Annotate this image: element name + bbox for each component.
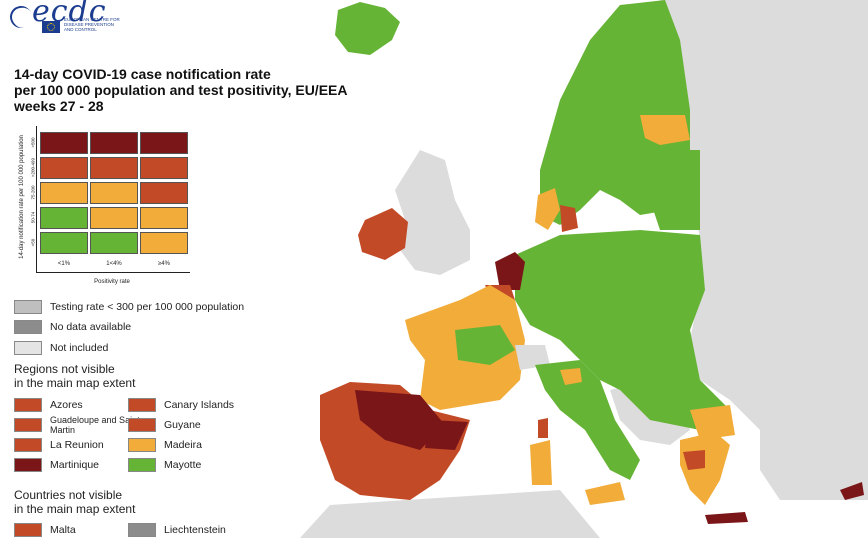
regions-title-line-2: in the main map extent	[14, 376, 136, 390]
legend-label: Canary Islands	[164, 399, 235, 411]
legend-swatch	[128, 438, 156, 452]
matrix-cell	[140, 132, 188, 154]
legend-label: Liechtenstein	[164, 524, 226, 536]
matrix-cell	[140, 207, 188, 229]
region-italy-north	[560, 368, 582, 385]
region-netherlands	[495, 252, 525, 290]
logo-arc-icon	[6, 2, 36, 32]
land-not-included-africa	[300, 490, 600, 538]
land-not-included-east	[660, 0, 868, 480]
region-italy	[535, 360, 640, 480]
matrix-cell	[140, 232, 188, 254]
legend-label: Guyane	[164, 419, 201, 431]
region-sardinia	[530, 440, 552, 485]
region-finland-south	[640, 115, 690, 145]
legend-swatch	[14, 438, 42, 452]
legend-label: Malta	[50, 524, 76, 536]
legend-swatch	[14, 341, 42, 355]
matrix-row-label: <50	[30, 238, 36, 247]
legend-swatch	[14, 418, 42, 432]
region-switzerland	[515, 345, 550, 370]
regions-section-title: Regions not visible in the main map exte…	[14, 362, 214, 390]
countries-title-line-2: in the main map extent	[14, 502, 136, 516]
land-not-included-uk	[395, 150, 470, 275]
legend-swatch	[14, 458, 42, 472]
legend-swatch	[128, 523, 156, 537]
region-denmark	[560, 205, 578, 232]
matrix-cell	[40, 207, 88, 229]
region-cyprus	[840, 482, 864, 500]
legend-swatch	[14, 320, 42, 334]
region-iceland	[335, 2, 400, 55]
matrix-cell	[90, 232, 138, 254]
title-line-3: weeks 27 - 28	[14, 98, 104, 114]
region-greece-central	[683, 450, 705, 470]
matrix-cell	[40, 157, 88, 179]
legend-label: Azores	[50, 399, 83, 411]
region-crete	[705, 512, 748, 524]
legend-swatch	[128, 418, 156, 432]
region-spain-east	[425, 420, 468, 450]
matrix-cell	[90, 157, 138, 179]
region-central-europe	[515, 230, 730, 430]
matrix-col-label: ≥4%	[158, 261, 170, 267]
land-not-included-turkey	[760, 430, 868, 500]
matrix-cell	[40, 132, 88, 154]
region-ireland	[358, 208, 408, 260]
legend-label: Guadeloupe and Saint Martin	[50, 415, 140, 435]
map-title: 14-day COVID-19 case notification rate p…	[14, 66, 354, 114]
legend-swatch	[14, 398, 42, 412]
logo-subtitle: EUROPEAN CENTRE FOR DISEASE PREVENTION A…	[64, 17, 120, 32]
regions-title-line-1: Regions not visible	[14, 362, 115, 376]
countries-section-title: Countries not visible in the main map ex…	[14, 488, 214, 516]
legend-label: Madeira	[164, 439, 202, 451]
region-spain-north	[355, 390, 445, 450]
matrix-cell	[140, 182, 188, 204]
matrix-col-label: 1<4%	[106, 261, 122, 267]
matrix-cell	[40, 232, 88, 254]
matrix-col-label: <1%	[57, 261, 71, 267]
ecdc-logo: ecdc EUROPEAN CENTRE FOR DISEASE PREVENT…	[6, 0, 128, 40]
region-bulgaria	[690, 405, 735, 440]
legend-label: Martinique	[50, 459, 100, 471]
matrix-cell	[140, 157, 188, 179]
legend-label: No data available	[50, 321, 132, 333]
matrix-cell	[40, 182, 88, 204]
countries-title-line-1: Countries not visible	[14, 488, 123, 502]
region-greece	[680, 432, 730, 505]
region-baltics	[650, 150, 700, 230]
legend-swatch	[128, 458, 156, 472]
legend-swatch	[14, 523, 42, 537]
legend-label: Mayotte	[164, 459, 202, 471]
region-sicily	[585, 482, 625, 505]
legend-swatch	[128, 398, 156, 412]
matrix-cell	[90, 207, 138, 229]
region-norway-south	[535, 188, 560, 230]
legend-label: Not included	[50, 342, 109, 354]
region-france-east	[455, 325, 515, 365]
title-line-1: 14-day COVID-19 case notification rate	[14, 66, 271, 82]
matrix-cell	[90, 182, 138, 204]
region-corsica	[538, 418, 548, 438]
matrix-y-axis-label: 14-day notification rate per 100 000 pop…	[19, 135, 25, 259]
eu-flag-icon	[42, 21, 60, 33]
matrix-x-axis-line	[36, 272, 190, 273]
matrix-cell	[90, 132, 138, 154]
legend-swatch	[14, 300, 42, 314]
matrix-x-axis-title: Positivity rate	[94, 279, 130, 285]
legend-label: La Reunion	[50, 439, 104, 451]
matrix-y-axis-line	[36, 126, 37, 272]
legend-label: Testing rate < 300 per 100 000 populatio…	[50, 301, 245, 313]
title-line-2: per 100 000 population and test positivi…	[14, 82, 348, 98]
